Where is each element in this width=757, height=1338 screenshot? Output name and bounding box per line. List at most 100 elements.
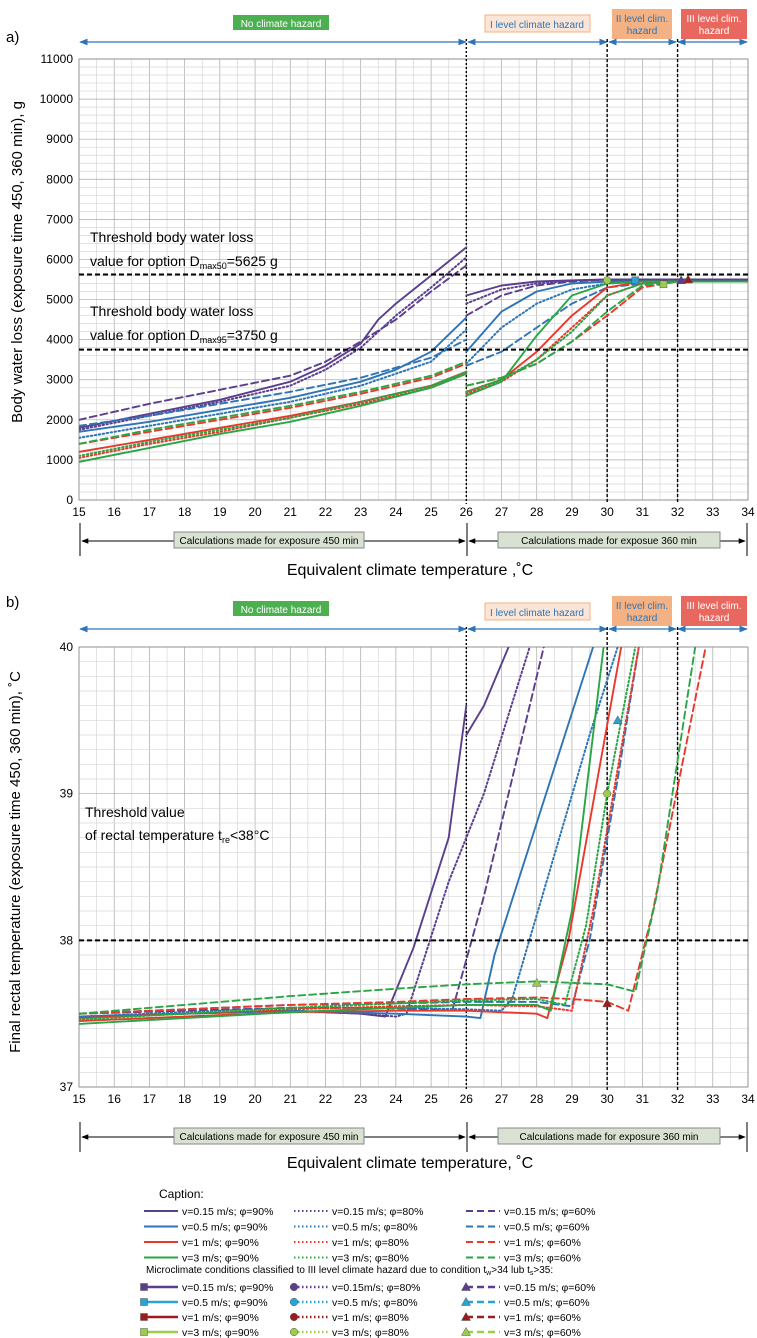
plot-frame-b [78, 646, 749, 1088]
legend-item: v=0.15 m/s; φ=90% [144, 1206, 273, 1218]
x-tick-label: 30 [600, 505, 614, 519]
series-line [79, 647, 707, 1015]
legend-item: v=3 m/s; φ=60% [461, 1326, 581, 1338]
legend-label: v=3 m/s; φ=80% [332, 1327, 409, 1338]
legend-caption: Caption: [159, 1187, 204, 1201]
legend-marker [140, 1313, 148, 1321]
legend-label: v=0.5 m/s; φ=60% [504, 1297, 590, 1309]
legend-label: v=0.15 m/s; φ=90% [182, 1282, 273, 1294]
zone-3-box [681, 9, 747, 39]
legend-item: v=3 m/s; φ=90% [144, 1253, 259, 1265]
x-tick-label: 26 [460, 1092, 474, 1106]
x-tick-label: 22 [319, 505, 333, 519]
legend-label: v=3 m/s; φ=90% [182, 1327, 259, 1338]
legend-group-1: v=0.15 m/s; φ=90% v=0.5 m/s; φ=90% v=1 m/s… [144, 1206, 595, 1265]
legend-item: v=0.15 m/s; φ=80% [294, 1206, 423, 1218]
y-tick-label: 38 [60, 933, 74, 947]
legend-label: v=1 m/s; φ=60% [504, 1312, 581, 1324]
threshold-a2-line2: value for option Dmax95=3750 g [90, 327, 278, 345]
legend-label: v=3 m/s; φ=80% [332, 1253, 409, 1265]
x-tick-label: 29 [565, 505, 579, 519]
x-tick-label: 23 [354, 1092, 368, 1106]
y-tick-label: 3000 [46, 373, 73, 387]
x-tick-label: 33 [706, 1092, 720, 1106]
series-line [79, 647, 697, 1015]
x-tick-label: 24 [389, 1092, 403, 1106]
x-tick-label: 17 [143, 505, 157, 519]
x-tick-label: 18 [178, 1092, 192, 1106]
series-marker [659, 280, 668, 289]
legend-marker [289, 1297, 299, 1307]
legend-label: v=1 m/s; φ=80% [332, 1237, 409, 1249]
x-tick-label: 30 [600, 1092, 614, 1106]
zone-3-label-1: III level clim. [686, 14, 741, 25]
panel-b-label: b) [6, 594, 19, 611]
exposure-label-b-450: Calculations made for exposure 450 min [180, 1132, 359, 1143]
legend-marker [140, 1298, 148, 1306]
x-tick-label: 31 [636, 505, 650, 519]
zone-3-label-2: hazard [699, 26, 730, 37]
series-marker [531, 977, 542, 987]
x-tick-label: 29 [565, 1092, 579, 1106]
threshold-b-line1: Threshold value [85, 804, 185, 820]
y-tick-label: 37 [60, 1080, 74, 1094]
x-tick-label: 27 [495, 505, 509, 519]
x-tick-label: 16 [108, 1092, 122, 1106]
legend-group-2-title: Microclimate conditions classified to II… [146, 1265, 553, 1277]
x-tick-label: 22 [319, 1092, 333, 1106]
series-line [79, 647, 605, 1025]
y-axis-label-b: Final rectal temperature (exposure time … [7, 671, 24, 1053]
series-marker [631, 276, 640, 285]
series-line [79, 280, 748, 445]
legend-item: v=1 m/s; φ=90% [140, 1312, 259, 1324]
legend-marker [289, 1312, 299, 1322]
x-tick-label: 28 [530, 1092, 544, 1106]
x-tick-label: 23 [354, 505, 368, 519]
legend-item: v=1 m/s; φ=60% [461, 1311, 581, 1324]
series-line [79, 647, 545, 1015]
y-tick-label: 9000 [46, 132, 73, 146]
series-line [79, 647, 637, 1021]
legend-item: v=0.5 m/s; φ=90% [144, 1222, 268, 1234]
x-tick-label: 16 [108, 505, 122, 519]
zone-none-label-b: No climate hazard [241, 605, 322, 616]
x-tick-label: 25 [424, 1092, 438, 1106]
x-tick-label: 20 [248, 505, 262, 519]
y-tick-label: 4000 [46, 333, 73, 347]
x-tick-label: 17 [143, 1092, 157, 1106]
x-tick-label: 15 [72, 505, 86, 519]
plot-b: 37 38 39 40 15 16 17 18 19 20 21 22 23 24 25 26 27 28 29 30… [60, 627, 755, 1106]
legend-item: v=0.5 m/s; φ=80% [289, 1297, 418, 1309]
exposure-box-a-360 [497, 531, 721, 549]
y-tick-label: 10000 [40, 92, 74, 106]
series-marker [676, 275, 687, 285]
x-tick-label: 15 [72, 1092, 86, 1106]
legend-item: v=0.5 m/s; φ=90% [140, 1297, 268, 1309]
legend-item: v=0.15 m/s; φ=60% [461, 1281, 595, 1294]
zone-none-box [233, 15, 329, 30]
panel-b: b) No climate hazard I level climate haz… [6, 594, 755, 1172]
legend-label: v=1 m/s; φ=60% [504, 1237, 581, 1249]
zone-none-box-b [233, 601, 329, 616]
legend-marker [461, 1281, 471, 1291]
zone-1-label-b: I level climate hazard [490, 608, 584, 619]
legend-item: v=1 m/s; φ=80% [289, 1312, 409, 1324]
legend-item: v=0.5 m/s; φ=80% [294, 1222, 418, 1234]
legend-label: v=1 m/s; φ=80% [332, 1312, 409, 1324]
y-tick-label: 7000 [46, 212, 73, 226]
legend-label: v=0.15 m/s; φ=60% [504, 1282, 595, 1294]
zone-2-label-1: II level clim. [616, 14, 668, 25]
legend-item: v=1 m/s; φ=60% [466, 1237, 581, 1249]
legend-item: v=0.15m/s; φ=80% [289, 1282, 421, 1294]
threshold-a2-line1: Threshold body water loss [90, 303, 253, 319]
grid-a [78, 58, 749, 501]
y-tick-label: 5000 [46, 293, 73, 307]
legend-item: v=0.5 m/s; φ=60% [461, 1296, 590, 1309]
legend-item: v=0.5 m/s; φ=60% [466, 1222, 590, 1234]
x-tick-label: 19 [213, 1092, 227, 1106]
x-tick-label: 28 [530, 505, 544, 519]
threshold-a1-line1: Threshold body water loss [90, 229, 253, 245]
zone-2-box-b [612, 596, 672, 626]
exposure-label-b-360: Calculations made for exposure 360 min [520, 1132, 699, 1143]
legend-label: v=0.15 m/s; φ=60% [504, 1206, 595, 1218]
